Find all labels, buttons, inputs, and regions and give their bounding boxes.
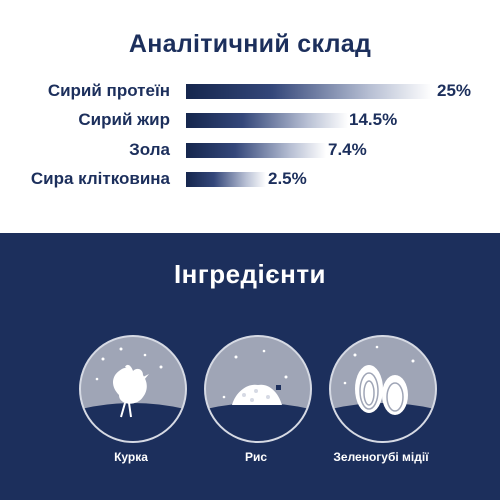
nutrient-row: Сирий протеїн 25% — [0, 80, 500, 104]
nutrient-row: Сирий жир 14.5% — [0, 109, 500, 133]
ingredient-circle — [79, 335, 187, 443]
ingredients-section: Інгредієнти Курка — [0, 233, 500, 500]
nutrient-value: 25% — [437, 81, 472, 100]
ingredient-label: Рис — [244, 450, 268, 464]
ingredient-label: Зеленогубі мідії — [333, 450, 429, 464]
nutrient-bar — [186, 172, 266, 187]
nutrient-bar — [186, 113, 348, 128]
nutrient-value: 7.4% — [328, 140, 367, 159]
ingredient-mussels: Зеленогубі мідії — [313, 315, 453, 465]
nutrient-value: 14.5% — [349, 110, 398, 129]
nutrient-label: Зола — [129, 140, 170, 159]
nutrient-row: Сира клітковина 2.5% — [0, 168, 500, 192]
ingredients-title: Інгредієнти — [173, 259, 327, 289]
ingredient-circle — [329, 335, 437, 443]
nutrient-bar — [186, 84, 432, 99]
rice-icon — [206, 349, 310, 441]
chicken-icon — [81, 347, 185, 441]
analysis-title: Аналітичний склад — [128, 30, 372, 58]
nutrient-bar — [186, 143, 326, 158]
ingredient-rice: Рис — [188, 315, 328, 465]
nutrient-value: 2.5% — [268, 169, 307, 188]
ingredient-circle — [204, 335, 312, 443]
ingredient-label: Курка — [114, 450, 148, 464]
mussel-icon — [331, 345, 435, 441]
nutrient-label: Сирий протеїн — [47, 81, 170, 100]
nutrient-label: Сирий жир — [78, 110, 170, 129]
nutrient-row: Зола 7.4% — [0, 139, 500, 163]
analysis-section: Аналітичний склад Сирий протеїн 25% Сири… — [0, 0, 500, 233]
ingredient-chicken: Курка — [63, 315, 203, 465]
nutrient-label: Сира клітковина — [30, 169, 170, 188]
